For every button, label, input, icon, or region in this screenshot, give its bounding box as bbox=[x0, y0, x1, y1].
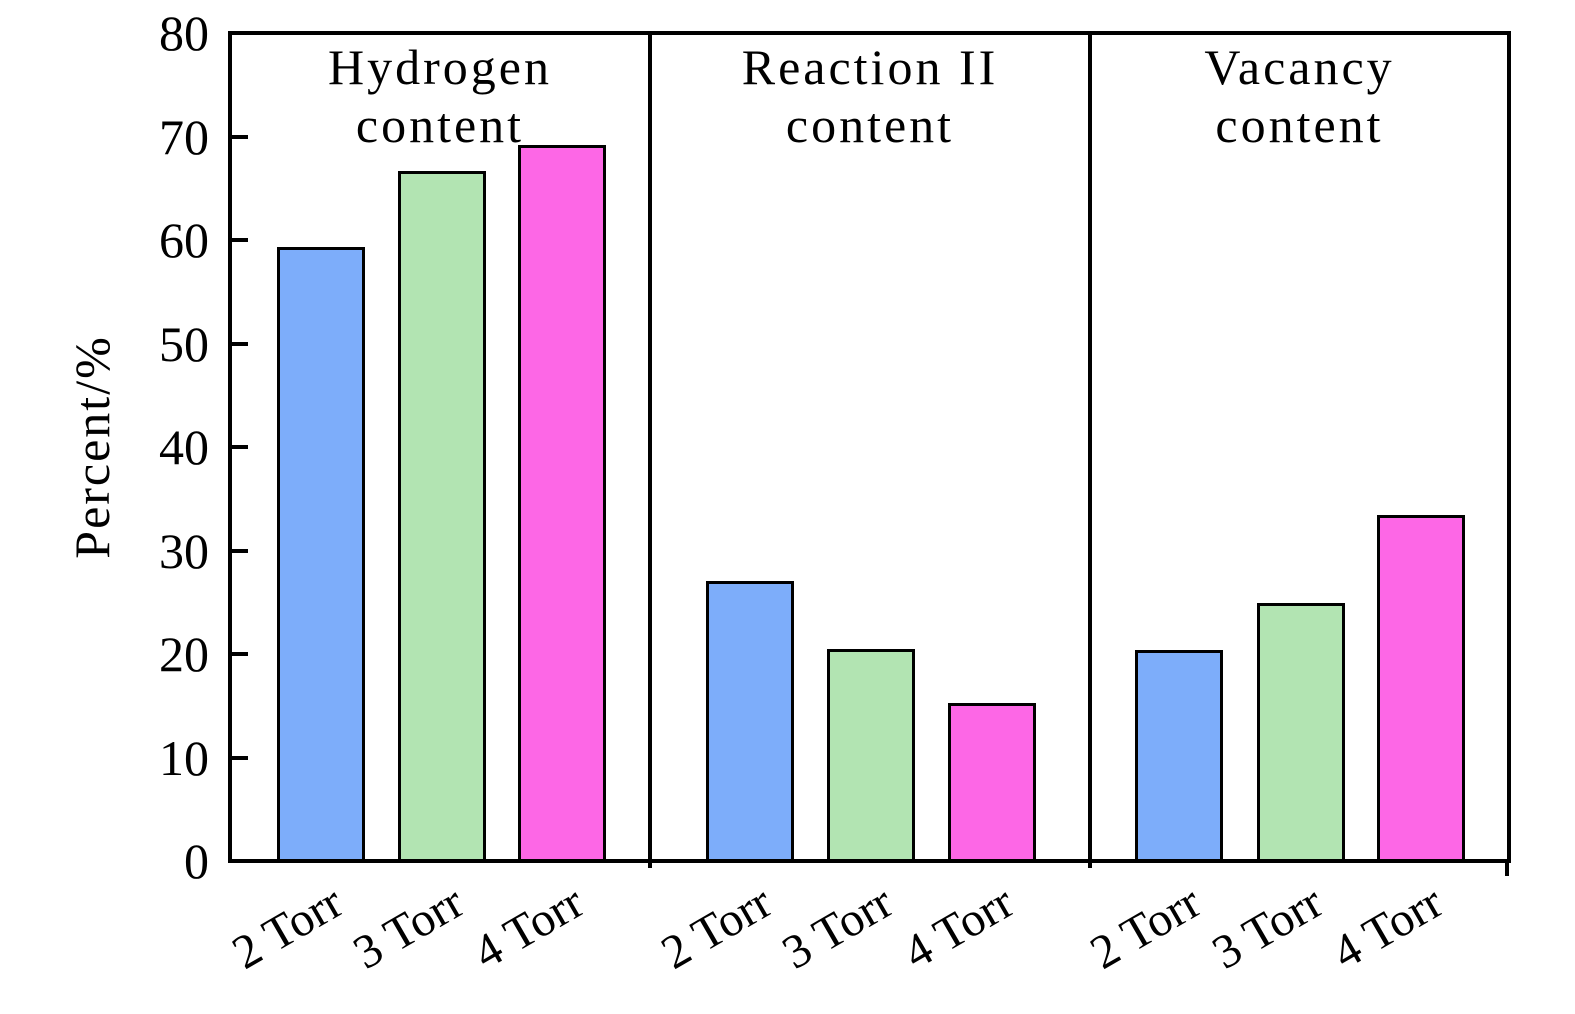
panel-separator bbox=[1088, 33, 1092, 863]
bar-vacancy-2-torr bbox=[1135, 650, 1223, 862]
y-tick-mark bbox=[232, 652, 248, 656]
y-tick-mark bbox=[232, 755, 248, 760]
x-tick-label-vacancy-3-torr: 3 Torr bbox=[1203, 875, 1332, 980]
x-tick-label-reaction-ii-4-torr: 4 Torr bbox=[894, 875, 1023, 980]
bar-hydrogen-2-torr bbox=[277, 246, 365, 862]
panel-title-line-reaction-ii: Reaction II bbox=[741, 39, 999, 95]
panel-title-line-vacancy: content bbox=[1215, 97, 1384, 153]
y-tick-mark bbox=[232, 341, 248, 346]
x-axis-boundary-tick bbox=[1505, 861, 1509, 876]
bar-reaction-ii-4-torr bbox=[948, 703, 1036, 862]
y-tick-label-30: 30 bbox=[159, 522, 209, 579]
bar-vacancy-4-torr bbox=[1377, 514, 1465, 862]
bar-hydrogen-3-torr bbox=[398, 171, 486, 862]
y-tick-label-70: 70 bbox=[159, 108, 209, 165]
bar-hydrogen-4-torr bbox=[518, 145, 606, 862]
x-axis-boundary-tick bbox=[648, 863, 652, 868]
y-tick-label-80: 80 bbox=[159, 5, 209, 61]
x-tick-label-reaction-ii-2-torr: 2 Torr bbox=[652, 875, 781, 980]
y-tick-label-50: 50 bbox=[159, 315, 209, 372]
panel-separator bbox=[648, 33, 652, 863]
x-tick-label-hydrogen-2-torr: 2 Torr bbox=[223, 875, 352, 980]
panel-title-line-vacancy: Vacancy bbox=[1204, 39, 1395, 95]
y-tick-label-40: 40 bbox=[159, 419, 209, 475]
x-tick-label-reaction-ii-3-torr: 3 Torr bbox=[773, 875, 902, 980]
panel-title-line-hydrogen: Hydrogen bbox=[328, 39, 552, 95]
x-tick-label-hydrogen-4-torr: 4 Torr bbox=[464, 875, 593, 980]
panel-title-line-reaction-ii: content bbox=[785, 97, 955, 153]
x-tick-label-hydrogen-3-torr: 3 Torr bbox=[344, 875, 473, 980]
y-tick-mark bbox=[232, 548, 248, 553]
y-tick-label-10: 10 bbox=[159, 729, 209, 786]
x-tick-label-vacancy-4-torr: 4 Torr bbox=[1323, 875, 1452, 980]
bar-vacancy-3-torr bbox=[1257, 602, 1345, 862]
y-tick-mark bbox=[232, 445, 248, 449]
y-tick-mark bbox=[232, 134, 248, 139]
bar-reaction-ii-2-torr bbox=[706, 581, 794, 862]
bar-reaction-ii-3-torr bbox=[827, 649, 915, 862]
y-tick-label-60: 60 bbox=[159, 212, 209, 268]
y-tick-label-0: 0 bbox=[184, 833, 209, 889]
x-tick-label-vacancy-2-torr: 2 Torr bbox=[1081, 875, 1210, 980]
y-tick-mark bbox=[232, 238, 248, 242]
y-tick-label-20: 20 bbox=[159, 626, 209, 682]
x-axis-boundary-tick bbox=[1088, 863, 1092, 868]
panel-title-line-hydrogen: content bbox=[355, 97, 525, 153]
